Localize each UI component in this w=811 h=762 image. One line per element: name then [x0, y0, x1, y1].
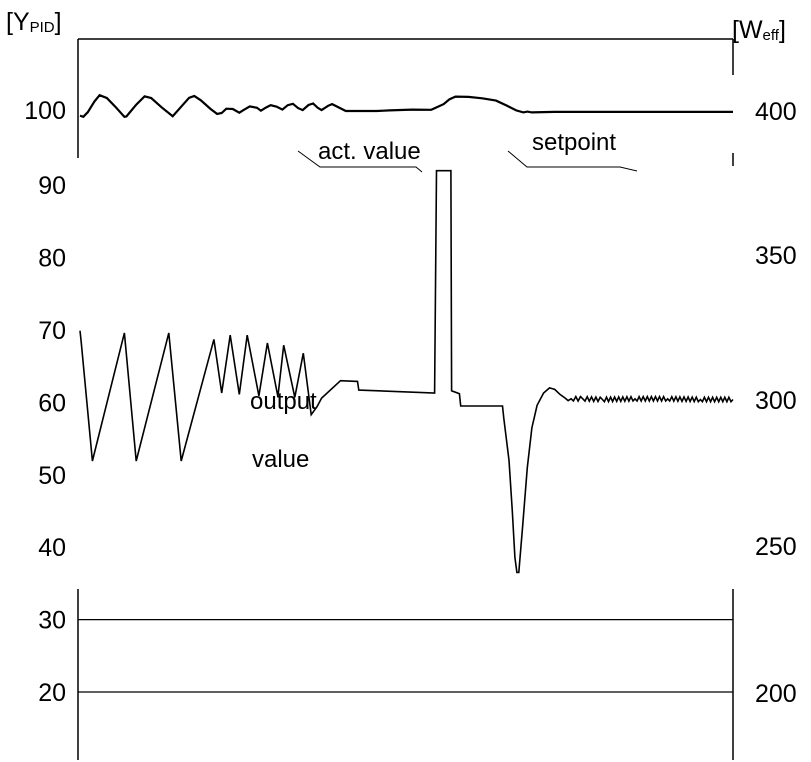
left-tick-label: 90	[38, 172, 66, 200]
right-tick-label: 200	[755, 680, 797, 708]
setpoint-label: setpoint	[532, 129, 616, 156]
output-value-label-line2: value	[252, 446, 309, 473]
act-value-label: act. value	[318, 138, 421, 165]
output-value-label-line1: output	[250, 388, 317, 415]
left-axis-ticks: 100 90 80 70 60 50 40 30 20	[24, 97, 66, 707]
grid-lines	[78, 618, 733, 693]
left-unit-label: [YPID]	[6, 8, 62, 36]
right-tick-label: 300	[755, 387, 797, 415]
left-tick-label: 20	[38, 679, 66, 707]
act-value-leader	[297, 150, 423, 173]
right-unit-label: [Weff]	[732, 16, 786, 44]
output-value-line	[79, 169, 734, 574]
setpoint-leader	[507, 150, 638, 172]
left-tick-label: 60	[38, 389, 66, 417]
act-value-line	[79, 93, 733, 119]
right-tick-label: 400	[755, 98, 797, 126]
left-tick-label: 70	[38, 317, 66, 345]
left-tick-label: 40	[38, 534, 66, 562]
left-tick-label: 50	[38, 462, 66, 490]
left-tick-label: 100	[24, 97, 66, 125]
left-tick-label: 30	[38, 607, 66, 635]
right-tick-label: 250	[755, 533, 797, 561]
right-tick-label: 350	[755, 242, 797, 270]
left-tick-label: 80	[38, 245, 66, 273]
right-axis-ticks: 400 350 300 250 200	[755, 98, 797, 708]
